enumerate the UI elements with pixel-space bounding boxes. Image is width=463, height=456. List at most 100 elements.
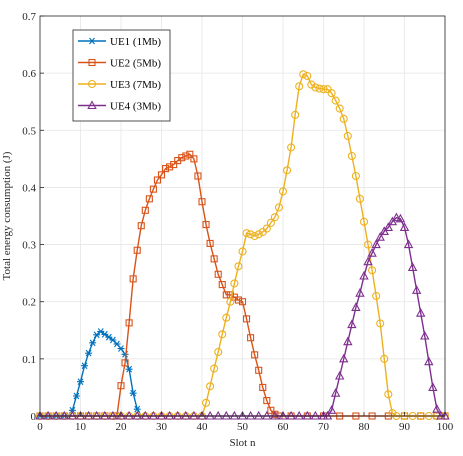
- series-3-point: [307, 80, 316, 89]
- x-tick-label: 40: [197, 421, 209, 433]
- series-3-point: [242, 229, 251, 238]
- series-4-point: [108, 410, 118, 420]
- series-4-point: [83, 410, 94, 420]
- series-3-point: [380, 354, 389, 363]
- series-2: [36, 150, 449, 420]
- series-4-point: [100, 410, 110, 420]
- legend-marker: [88, 58, 96, 67]
- x-axis-label: Slot n: [230, 437, 256, 449]
- series-3-point: [327, 89, 336, 98]
- series-3-point: [343, 131, 352, 141]
- series-3-point: [234, 262, 243, 271]
- series-4-point: [75, 410, 86, 420]
- series-3-point: [266, 218, 275, 227]
- series-1-point: [109, 336, 117, 344]
- series-4-point: [424, 356, 434, 366]
- series-3-point: [262, 224, 271, 233]
- y-tick-label: 0.5: [22, 125, 36, 137]
- series-3-point: [339, 114, 348, 123]
- series-1-point: [77, 378, 84, 386]
- series-3-point: [299, 70, 308, 79]
- series-4-point: [253, 410, 264, 420]
- series-4-point: [391, 212, 402, 222]
- series-2-point: [178, 154, 186, 162]
- series-3-point: [218, 330, 227, 339]
- series-3-point: [214, 347, 223, 357]
- series-4-point: [383, 222, 394, 231]
- series-4-point: [411, 285, 422, 294]
- series-2-point: [259, 383, 267, 391]
- legend: UE1 (1Mb) UE2 (5Mb) UE3 (7Mb) UE4 (3Mb): [72, 29, 171, 122]
- series-3-point: [368, 266, 377, 275]
- series-3-point: [230, 279, 239, 288]
- y-axis-label: Total energy consumption (J): [1, 151, 13, 280]
- x-tick-label: 10: [75, 421, 87, 433]
- series-4-point: [294, 410, 304, 420]
- series-1-point: [129, 389, 137, 397]
- series-4-point: [140, 410, 151, 420]
- series-4-point: [322, 410, 333, 420]
- series-2-point: [145, 195, 153, 203]
- series-2-point: [247, 334, 255, 342]
- series-4-point: [420, 330, 430, 340]
- series-3-point: [303, 71, 312, 81]
- series-4-point: [355, 287, 365, 297]
- series-3-point: [331, 96, 340, 105]
- series-4-point: [67, 410, 78, 420]
- series-2-point: [218, 281, 226, 289]
- series-1-point: [133, 405, 141, 413]
- series-3-point: [270, 213, 279, 222]
- series-2-point: [182, 152, 190, 160]
- legend-marker: [88, 37, 96, 45]
- legend-marker: [87, 100, 97, 110]
- series-1-point: [68, 406, 76, 414]
- series-3-point: [226, 297, 235, 306]
- y-tick-label: 0.6: [22, 68, 36, 80]
- x-tick-label: 50: [237, 421, 249, 433]
- series-1-point: [125, 365, 133, 373]
- series-3-point: [246, 230, 255, 239]
- series-4-point: [205, 410, 215, 420]
- series-3-point: [319, 85, 328, 94]
- series-3-point: [311, 83, 320, 92]
- series-2-point: [190, 155, 198, 163]
- series-1-point: [72, 392, 80, 400]
- series-2-point: [234, 296, 242, 304]
- series-1-point: [85, 349, 93, 357]
- y-tick-label: 0.3: [22, 240, 36, 252]
- series-4-point: [262, 410, 272, 420]
- series-4-point: [164, 410, 175, 420]
- series-3-point: [206, 382, 215, 391]
- series-4-point: [213, 410, 223, 420]
- series-4-point: [148, 410, 159, 420]
- series-4-point: [156, 410, 167, 420]
- series-4-point: [351, 302, 361, 311]
- series-3-point: [384, 390, 393, 399]
- series-4-point: [189, 410, 199, 420]
- series-4-point: [310, 410, 321, 420]
- series-1-point: [117, 345, 125, 352]
- series-4-point: [371, 239, 381, 249]
- series-3-point: [222, 313, 231, 322]
- series-3-point: [347, 151, 356, 161]
- series-1-point: [89, 339, 97, 347]
- series-4-point: [278, 410, 288, 420]
- series-2-point: [157, 171, 166, 179]
- x-tick-label: 20: [116, 421, 128, 433]
- x-tick-label: 70: [318, 421, 330, 433]
- series-2-point: [170, 161, 178, 169]
- series-2-point: [238, 298, 247, 306]
- series-2-point: [149, 185, 157, 193]
- series-3-point: [388, 409, 397, 418]
- series-3-point: [295, 82, 304, 91]
- series-3-point: [274, 203, 284, 212]
- series-4-point: [375, 231, 385, 241]
- series-4-point: [172, 410, 183, 420]
- series-4-point: [221, 410, 232, 420]
- x-tick-label: 0: [37, 421, 43, 433]
- series-2-point: [198, 198, 206, 206]
- series-3-point: [359, 217, 369, 226]
- series-2-point: [121, 359, 129, 367]
- series-2-point: [255, 366, 263, 374]
- series-2-point: [141, 206, 149, 214]
